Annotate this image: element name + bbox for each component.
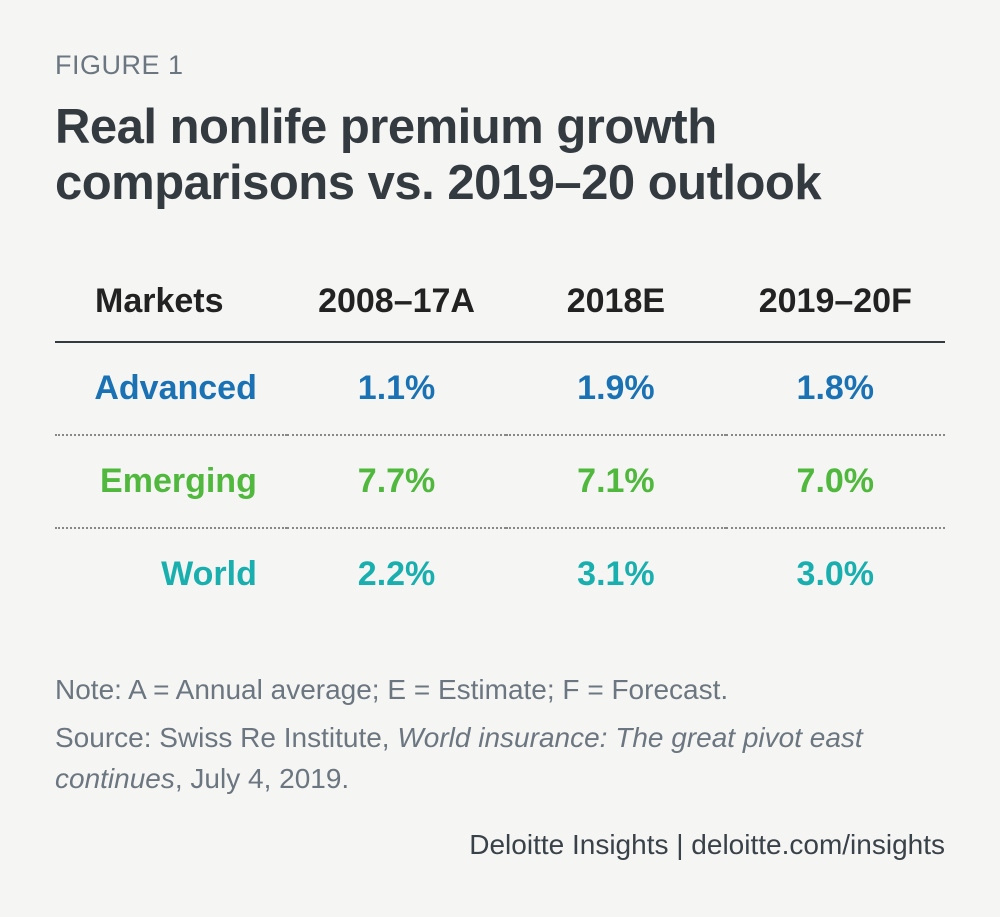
cell-value: 7.0%	[726, 435, 945, 528]
cell-value: 3.0%	[726, 528, 945, 620]
data-table: Markets 2008–17A 2018E 2019–20F Advanced…	[55, 282, 945, 620]
table-row: Advanced 1.1% 1.9% 1.8%	[55, 342, 945, 435]
cell-value: 1.8%	[726, 342, 945, 435]
source-prefix: Source: Swiss Re Institute,	[55, 722, 397, 753]
cell-value: 1.1%	[287, 342, 506, 435]
cell-value: 7.7%	[287, 435, 506, 528]
chart-title: Real nonlife premium growth comparisons …	[55, 99, 945, 212]
col-2019-20f: 2019–20F	[726, 282, 945, 342]
table-row: Emerging 7.7% 7.1% 7.0%	[55, 435, 945, 528]
table-row: World 2.2% 3.1% 3.0%	[55, 528, 945, 620]
table-header-row: Markets 2008–17A 2018E 2019–20F	[55, 282, 945, 342]
cell-value: 7.1%	[506, 435, 725, 528]
col-markets: Markets	[55, 282, 287, 342]
market-label: Advanced	[55, 342, 287, 435]
note-text: Note: A = Annual average; E = Estimate; …	[55, 670, 945, 711]
figure-label: FIGURE 1	[55, 50, 945, 81]
attribution: Deloitte Insights | deloitte.com/insight…	[55, 829, 945, 861]
source-text: Source: Swiss Re Institute, World insura…	[55, 718, 945, 799]
cell-value: 1.9%	[506, 342, 725, 435]
source-suffix: , July 4, 2019.	[175, 763, 349, 794]
col-2008-17a: 2008–17A	[287, 282, 506, 342]
cell-value: 3.1%	[506, 528, 725, 620]
market-label: World	[55, 528, 287, 620]
market-label: Emerging	[55, 435, 287, 528]
col-2018e: 2018E	[506, 282, 725, 342]
cell-value: 2.2%	[287, 528, 506, 620]
